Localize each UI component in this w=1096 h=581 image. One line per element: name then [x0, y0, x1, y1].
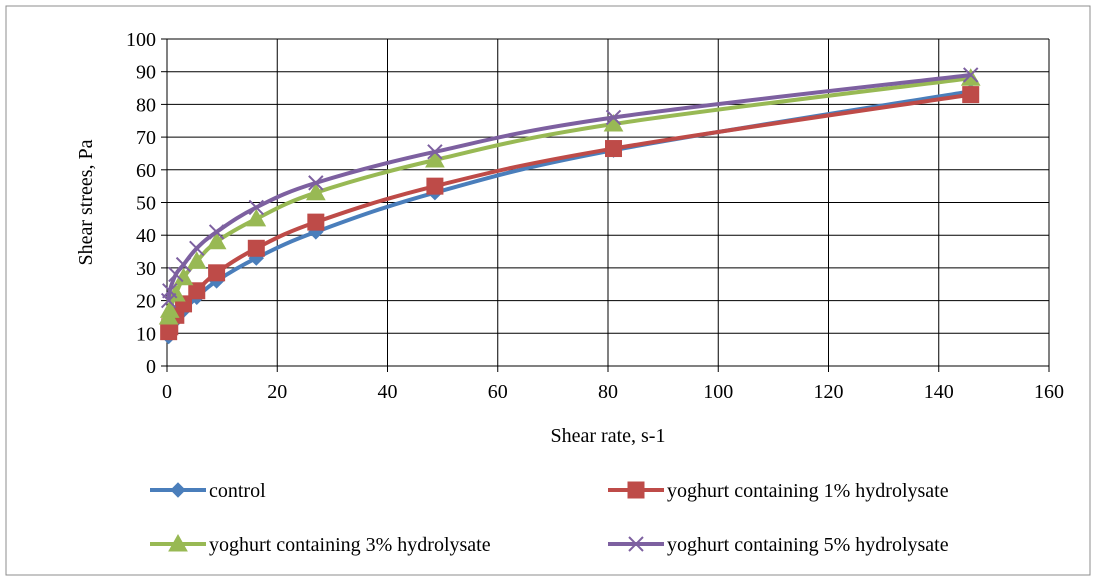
series-layer: [158, 67, 981, 345]
x-tick-label: 140: [924, 381, 954, 403]
data-point: [208, 264, 226, 282]
series-3: [158, 68, 981, 325]
legend-marker: [628, 536, 644, 552]
axes: 0 10 20 30 40 50 60 70 80 90 100 0 20 40 60 80 100 120 140…: [126, 29, 1064, 403]
data-point: [426, 177, 444, 195]
data-point: [189, 240, 205, 256]
data-point: [186, 251, 207, 269]
data-point: [247, 239, 265, 257]
legend-marker: [170, 482, 186, 498]
data-point: [307, 213, 325, 231]
x-tick-label: 160: [1034, 381, 1064, 403]
y-tick-label: 90: [136, 62, 156, 84]
data-point: [305, 182, 326, 201]
data-point: [962, 86, 980, 104]
x-tick-label: 120: [814, 381, 844, 403]
data-point: [208, 224, 225, 240]
y-axis-title: Shear strees, Pa: [75, 139, 97, 265]
y-tick-label: 100: [126, 29, 156, 51]
data-point: [963, 67, 979, 83]
x-tick-label: 60: [488, 381, 508, 403]
y-tick-label: 60: [136, 160, 156, 182]
legend-item-2: yoghurt containing 1% hydrolysate: [608, 480, 949, 502]
legend-label: yoghurt containing 1% hydrolysate: [667, 480, 949, 502]
x-axis-title: Shear rate, s-1: [551, 425, 666, 447]
series-4: [160, 67, 979, 309]
y-tick-label: 80: [136, 94, 156, 116]
legend-label: control: [209, 480, 266, 502]
data-point: [605, 109, 622, 126]
legend-item-1: control: [150, 480, 266, 502]
legend-label: yoghurt containing 5% hydrolysate: [667, 534, 949, 556]
data-point: [246, 208, 267, 227]
data-point: [188, 282, 206, 300]
data-point: [159, 300, 180, 318]
x-tick-label: 20: [267, 381, 287, 403]
data-point: [206, 231, 227, 250]
y-tick-label: 30: [136, 258, 156, 280]
y-tick-label: 0: [146, 356, 156, 378]
y-tick-label: 40: [136, 225, 156, 247]
data-point: [168, 266, 184, 283]
data-point: [175, 256, 192, 273]
legend-label: yoghurt containing 3% hydrolysate: [209, 534, 491, 556]
y-tick-label: 20: [136, 291, 156, 313]
legend-marker: [168, 533, 188, 552]
data-point: [605, 140, 623, 158]
x-tick-label: 80: [598, 381, 618, 403]
data-point: [308, 175, 324, 191]
data-point: [162, 283, 178, 299]
data-point: [425, 149, 445, 168]
legend-item-4: yoghurt containing 5% hydrolysate: [608, 534, 949, 556]
y-tick-label: 50: [136, 193, 156, 215]
x-tick-label: 100: [703, 381, 733, 403]
x-tick-label: 0: [162, 381, 172, 403]
legend-item-3: yoghurt containing 3% hydrolysate: [150, 533, 491, 556]
x-tick-label: 40: [378, 381, 398, 403]
y-tick-label: 70: [136, 127, 156, 149]
legend-marker: [627, 481, 645, 499]
legend: control yoghurt containing 1% hydrolysate…: [150, 480, 949, 556]
data-point: [248, 199, 265, 216]
y-tick-label: 10: [136, 323, 156, 345]
grid: [167, 38, 1050, 366]
data-point: [427, 144, 443, 160]
